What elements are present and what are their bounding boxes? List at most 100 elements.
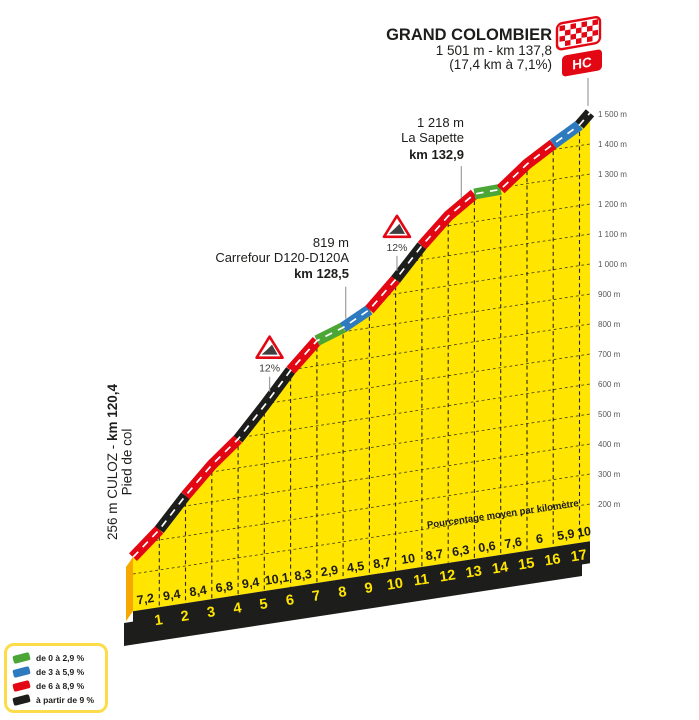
legend-swatch-green (12, 651, 31, 664)
flag-checker-cell (587, 35, 593, 43)
km-tick-label: 10 (386, 575, 404, 593)
waypoint-carrefour: 819 m Carrefour D120-D120A km 128,5 (215, 235, 349, 281)
start-label-line2: Pied de col (120, 429, 135, 496)
summit-title: GRAND COLOMBIER (386, 26, 552, 44)
km-tick-label: 4 (232, 600, 242, 617)
km-tick-label: 11 (412, 571, 430, 589)
km-tick-label: 12 (438, 567, 456, 585)
km-tick-label: 8 (337, 584, 347, 601)
elevation-gridline (133, 353, 590, 425)
gradient-value-label: 0,6 (477, 539, 496, 555)
triangle-slope-glyph (388, 223, 405, 234)
steep-sign-percent-label: 12% (386, 242, 407, 254)
start-label-culoz: 256 m CULOZ - km 120,4 Pied de col (105, 383, 135, 540)
elevation-gridline (133, 473, 590, 545)
gradient-value-label: 7,6 (504, 535, 523, 551)
gradient-value-label: 10 (576, 524, 592, 540)
elevation-tick-label: 300 m (598, 470, 621, 479)
flag-checker-cell (581, 21, 587, 28)
gradient-value-label: 8,3 (293, 567, 312, 583)
legend-item-3-5.9: de 3 à 5,9 % (12, 665, 101, 678)
waypoint-altitude: 819 m (313, 235, 349, 250)
elevation-gridline (133, 413, 590, 485)
waypoint-km: km 128,5 (294, 266, 349, 281)
km-tick-label: 16 (543, 551, 561, 569)
road-centerline (132, 112, 591, 558)
summit-subtitle-length-gradient: (17,4 km à 7,1%) (449, 57, 552, 72)
elevation-tick-label: 1 300 m (598, 170, 627, 179)
km-tick-label: 1 (153, 612, 163, 629)
chart-built-front-layer: 1 2 3 4 5 6 7 8 9 10 11 12 13 14 15 16 177,2 9,4 8,4 6,8 9,4… (129, 109, 595, 635)
steep-sign-percent-label: 12% (259, 363, 280, 375)
km-tick-label: 15 (517, 555, 535, 573)
elevation-tick-label: 800 m (598, 320, 621, 329)
elevation-gridline (133, 443, 590, 515)
legend-label: à partir de 9 % (36, 694, 95, 705)
gradient-value-label: 4,5 (346, 559, 365, 575)
elevation-gridline (133, 323, 590, 395)
flag-checker-cell (592, 19, 598, 26)
waypoint-km: km 132,9 (409, 147, 464, 162)
km-tick-label: 9 (364, 580, 374, 597)
elevation-tick-label: 1 100 m (598, 230, 627, 239)
elevation-tick-label: 600 m (598, 380, 621, 389)
waypoint-name: Carrefour D120-D120A (215, 250, 349, 265)
gradient-value-label: 8,7 (425, 547, 444, 563)
elevation-tick-label: 1 200 m (598, 200, 627, 209)
elevation-tick-label: 500 m (598, 410, 621, 419)
elevation-tick-label: 200 m (598, 500, 621, 509)
km-base-band (133, 541, 590, 635)
km-tick-label: 5 (258, 596, 268, 613)
left-side-face (126, 557, 133, 622)
elevation-tick-label: 900 m (598, 290, 621, 299)
legend-item-0-2.9: de 0 à 2,9 % (12, 651, 101, 664)
gradient-value-label: 7,2 (136, 591, 155, 607)
km-tick-label: 13 (465, 563, 483, 581)
flag-checker-cell (559, 35, 565, 42)
flag-checker-cell (576, 37, 582, 45)
waypoint-altitude: 1 218 m (417, 115, 464, 130)
waypoint-name: La Sapette (401, 130, 464, 145)
flag-checker-cell (592, 29, 598, 36)
km-tick-label: 2 (180, 608, 190, 625)
legend-swatch-black (12, 693, 31, 706)
gradient-legend: de 0 à 2,9 % de 3 à 5,9 % de 6 à 8,9 % à… (4, 643, 108, 713)
waypoint-la-sapette: 1 218 m La Sapette km 132,9 (401, 115, 464, 162)
gradient-value-label: 6,3 (451, 543, 470, 559)
km-tick-label: 3 (206, 604, 216, 621)
gradient-value-label: 10,1 (264, 570, 290, 588)
hc-badge-label: HC (572, 54, 592, 72)
legend-swatch-blue (12, 665, 31, 678)
gradient-value-label: 8,7 (372, 555, 391, 571)
flag-checker-cell (559, 25, 565, 32)
start-label-line1: 256 m CULOZ - km 120,4 (105, 383, 120, 540)
legend-item-6-8.9: de 6 à 8,9 % (12, 679, 101, 692)
km-tick-label: 14 (491, 559, 509, 577)
gradient-value-label: 2,9 (320, 563, 339, 579)
steep-gradient-sign: 12% (255, 335, 284, 392)
legend-swatch-red (12, 679, 31, 692)
triangle-slope-glyph (261, 344, 278, 355)
flag-checker-cell (576, 27, 582, 34)
flag-checker-cell (565, 29, 571, 36)
km-tick-label: 6 (285, 592, 295, 609)
km-tick-label: 7 (311, 588, 321, 605)
road-segment (286, 337, 322, 375)
gradient-value-label: 8,4 (188, 583, 207, 599)
elevation-tick-label: 700 m (598, 350, 621, 359)
elevation-gridline (133, 503, 590, 575)
flag-checker-cell (570, 33, 576, 40)
profile-surface (133, 112, 590, 612)
flag-checker-cell (570, 23, 576, 30)
elevation-tick-label: 1 000 m (598, 260, 627, 269)
gradient-value-label: 9,4 (162, 587, 181, 603)
gradient-value-label: 9,4 (241, 575, 260, 591)
legend-item-9-plus: à partir de 9 % (12, 693, 101, 706)
elevation-tick-label: 1 400 m (598, 140, 627, 149)
gradient-value-label: 5,9 (556, 527, 575, 543)
flag-checker-cell (565, 39, 571, 47)
km-tick-label: 17 (570, 547, 588, 565)
gradient-value-label: 6 (535, 531, 544, 546)
